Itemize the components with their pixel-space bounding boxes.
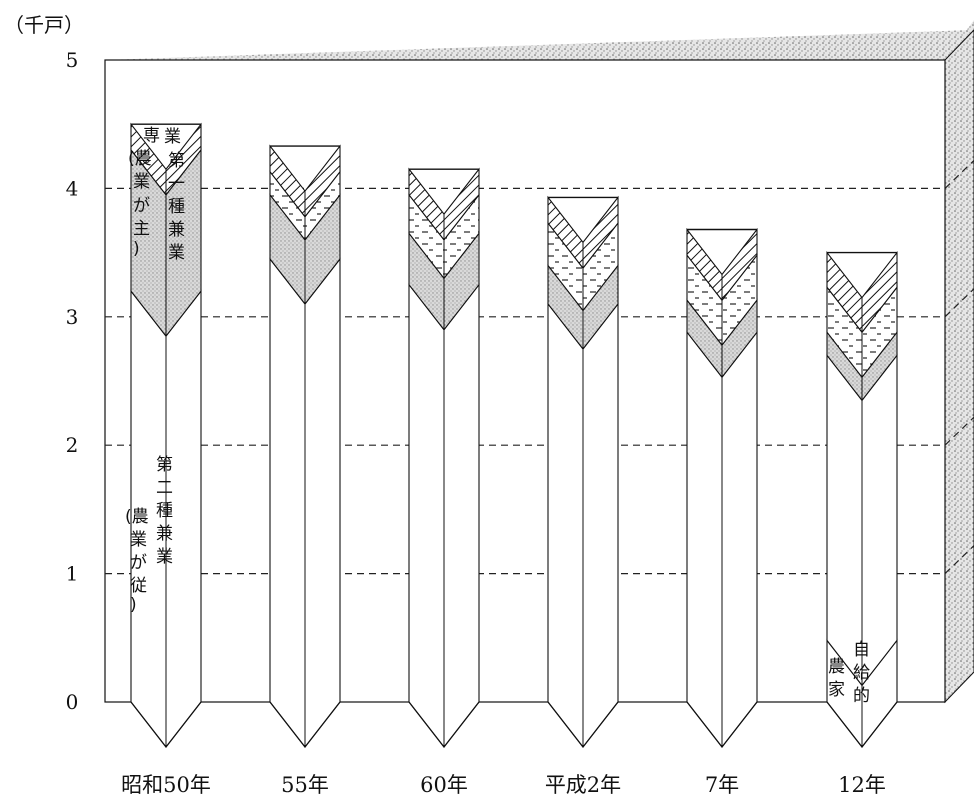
- y-tick-label: 0: [66, 690, 79, 714]
- x-category-label: 60年: [420, 773, 468, 797]
- svg-text:農: 農: [828, 657, 845, 677]
- svg-text:業: 業: [130, 530, 147, 550]
- bar-group: [269, 144, 341, 748]
- y-tick-label: 3: [66, 305, 79, 329]
- svg-text:業: 業: [164, 127, 181, 147]
- svg-text:第: 第: [156, 455, 173, 475]
- svg-text:一: 一: [168, 174, 185, 194]
- svg-text:業: 業: [156, 547, 173, 567]
- svg-text:従: 従: [130, 576, 147, 596]
- x-category-label: 55年: [281, 773, 329, 797]
- label-jikyuteki: 農 家 自 給 的: [828, 640, 870, 706]
- gridline-side: [944, 288, 974, 318]
- chart-side-panel: [944, 29, 974, 704]
- svg-text:専: 専: [143, 126, 160, 146]
- svg-text:が: が: [130, 553, 147, 573]
- svg-text:が: が: [133, 196, 150, 216]
- plot-frame: [104, 59, 946, 703]
- label-daini: 第 二 種 兼 業 (農 業 が 従 ): [125, 455, 173, 615]
- svg-text:第: 第: [168, 151, 185, 171]
- label-daiichi: (農 業 が 主 ) 第 一 種 兼 業: [128, 149, 185, 263]
- svg-text:給: 給: [853, 663, 870, 683]
- svg-text:自: 自: [853, 640, 870, 660]
- y-tick-label: 5: [66, 48, 79, 72]
- svg-text:): ): [133, 239, 140, 259]
- gridline-side: [944, 416, 974, 446]
- svg-text:兼: 兼: [168, 220, 185, 240]
- gridline-side: [944, 545, 974, 575]
- x-category-label: 7年: [705, 773, 739, 797]
- svg-text:二: 二: [156, 478, 173, 498]
- svg-text:家: 家: [828, 680, 845, 700]
- svg-text:種: 種: [156, 501, 173, 521]
- y-tick-label: 4: [66, 176, 79, 200]
- svg-text:(農: (農: [128, 149, 152, 169]
- svg-text:): ): [130, 595, 137, 615]
- bar-group: [547, 195, 619, 748]
- bar-group: [130, 122, 202, 748]
- label-senmon: 専 業: [143, 126, 181, 147]
- svg-text:業: 業: [168, 243, 185, 263]
- chart-top-panel-edge: [105, 30, 974, 60]
- x-category-label: 12年: [838, 773, 886, 797]
- x-category-label: 平成2年: [545, 773, 621, 797]
- gridline-side: [944, 159, 974, 189]
- unit-label: （千戸）: [4, 13, 84, 37]
- svg-text:業: 業: [133, 172, 150, 192]
- svg-text:的: 的: [853, 686, 870, 706]
- svg-text:兼: 兼: [156, 524, 173, 544]
- svg-text:種: 種: [168, 197, 185, 217]
- x-category-label: 昭和50年: [121, 773, 211, 797]
- bar-group: [408, 167, 480, 748]
- y-tick-label: 2: [66, 433, 79, 457]
- y-tick-label: 1: [66, 562, 79, 586]
- svg-text:(農: (農: [125, 507, 149, 527]
- svg-text:主: 主: [133, 219, 150, 239]
- bar-group: [826, 250, 898, 748]
- bar-group: [686, 227, 758, 748]
